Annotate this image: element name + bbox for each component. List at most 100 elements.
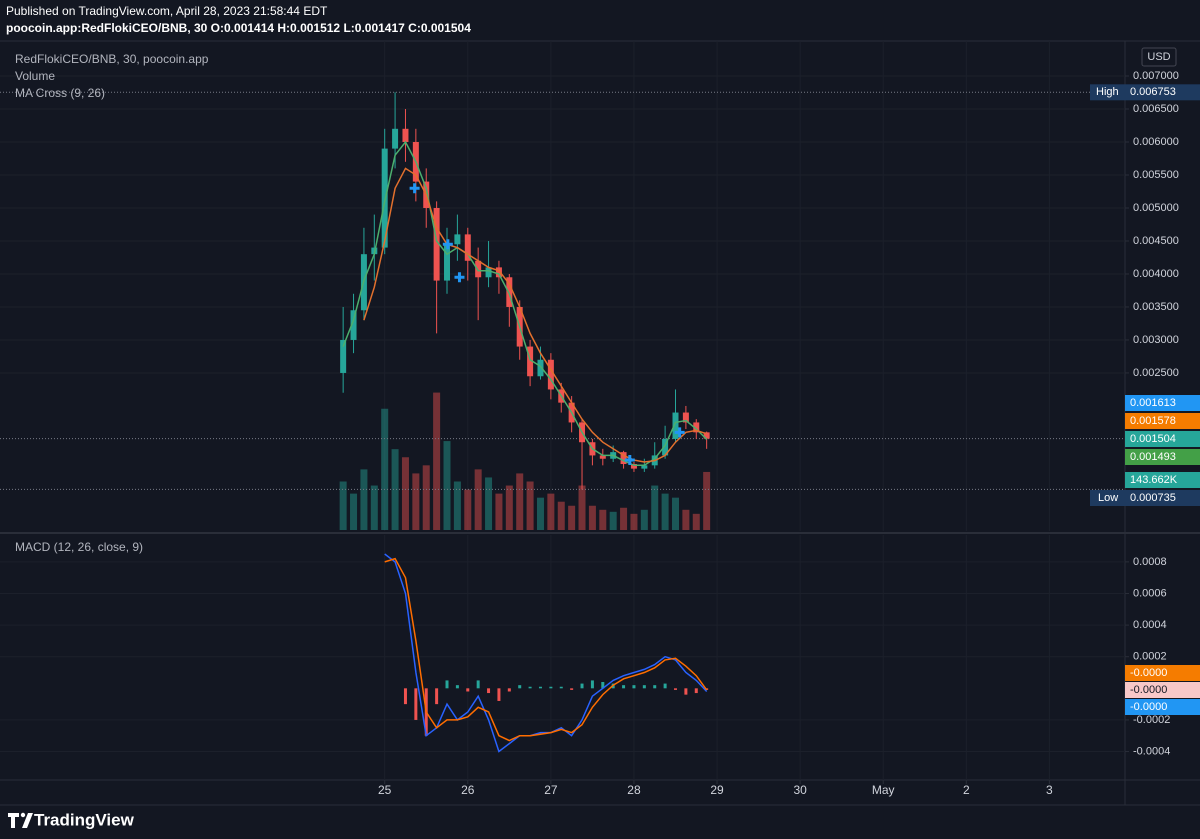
price-badge: 0.001493 xyxy=(1125,449,1200,465)
macd-histogram-bar xyxy=(642,685,646,689)
x-tick-label: 30 xyxy=(793,783,807,797)
candle xyxy=(340,306,347,393)
low-label: Low xyxy=(1098,492,1118,504)
macd-histogram-bar xyxy=(507,688,511,692)
macd-histogram-bar xyxy=(663,683,667,689)
volume-bar xyxy=(339,481,347,530)
candle-body xyxy=(641,465,648,469)
macd-histogram-bar xyxy=(476,680,480,689)
volume-bar xyxy=(412,473,420,530)
y-tick-label: -0.0002 xyxy=(1133,714,1170,726)
candle-body xyxy=(444,244,451,281)
macd-histogram-bar xyxy=(694,688,698,694)
ma-cross-marker xyxy=(409,183,420,194)
volume-bar xyxy=(474,469,482,530)
grid xyxy=(0,41,1125,780)
macd-histogram-bar xyxy=(455,685,459,689)
low-label-box xyxy=(1090,490,1125,506)
volume-bar xyxy=(495,493,503,530)
plot xyxy=(0,91,1125,753)
x-tick-label: 28 xyxy=(627,783,641,797)
high-badge-text: 0.006753 xyxy=(1130,86,1176,98)
low-badge: 0.000735 xyxy=(1125,490,1200,506)
published-note: Published on TradingView.com, April 28, … xyxy=(6,4,328,18)
volume-bar xyxy=(703,471,711,530)
candle-body xyxy=(599,455,606,459)
high-label-box xyxy=(1090,84,1125,101)
candle xyxy=(547,353,554,400)
volume-bar xyxy=(422,465,430,530)
candle-body xyxy=(662,438,669,456)
candle xyxy=(454,214,461,261)
macd-badge: -0.0000 xyxy=(1125,699,1200,715)
candle-body xyxy=(402,128,409,142)
ma-cross-marker xyxy=(442,239,453,250)
low-badge-box xyxy=(1125,490,1200,506)
volume-bar xyxy=(391,449,399,530)
currency: USD xyxy=(1147,51,1170,63)
macd-histogram-bar xyxy=(559,686,563,689)
candle-body xyxy=(672,412,679,439)
y-tick-label: 0.0002 xyxy=(1133,651,1167,663)
candle-body xyxy=(630,464,637,469)
volume-bar xyxy=(609,511,617,530)
candle xyxy=(527,339,534,387)
y-tick-label: 0.004000 xyxy=(1133,268,1179,280)
volume-bar xyxy=(547,493,555,530)
price-badge-text: 0.001493 xyxy=(1130,451,1176,463)
macd-histogram-bar xyxy=(673,688,677,690)
candle xyxy=(495,260,502,294)
candle-body xyxy=(433,207,440,281)
y-tick-label: 0.0004 xyxy=(1133,619,1167,631)
macd-badge-text: -0.0000 xyxy=(1130,684,1167,696)
volume-bar xyxy=(620,507,628,530)
candle xyxy=(402,109,409,162)
macd-histogram-bar xyxy=(414,688,418,720)
logo-dot xyxy=(20,812,26,818)
candle-body xyxy=(537,359,544,377)
macd-histogram-bar xyxy=(528,686,532,689)
low-badge-text: 0.000735 xyxy=(1130,492,1176,504)
candle-body xyxy=(464,234,471,261)
macd-line xyxy=(384,557,708,742)
y-tick-label: 0.006000 xyxy=(1133,136,1179,148)
ma-cross-marker xyxy=(624,455,635,466)
volume-bar xyxy=(630,513,638,530)
macd-badge-box xyxy=(1125,682,1200,698)
macd-histogram-bar xyxy=(403,688,407,705)
x-tick-label: 27 xyxy=(544,783,558,797)
y-tick-label: 0.0008 xyxy=(1133,556,1167,568)
candle-body xyxy=(454,234,461,245)
candle-body xyxy=(620,452,627,465)
high-badge-box xyxy=(1125,84,1200,101)
candle xyxy=(703,431,710,449)
volume-bar xyxy=(557,501,565,530)
volume-bar xyxy=(401,457,409,530)
macd-histogram-bar xyxy=(580,683,584,689)
volume-bar xyxy=(599,509,607,530)
volume-badge-text: 143.662K xyxy=(1130,474,1178,486)
volume-bar xyxy=(651,485,659,530)
volume-bar xyxy=(526,481,534,530)
candle xyxy=(475,247,482,321)
macd-badge: -0.0000 xyxy=(1125,665,1200,681)
volume-bar xyxy=(671,497,679,530)
volume-bar xyxy=(578,485,586,530)
volume-bar xyxy=(692,513,700,530)
volume-bar xyxy=(682,509,690,530)
macd-badge-box xyxy=(1125,699,1200,715)
volume-legend: Volume xyxy=(15,69,55,83)
macd-histogram-bar xyxy=(570,688,574,690)
y-tick-label: 0.006500 xyxy=(1133,103,1179,115)
y-tick-label: 0.002500 xyxy=(1133,367,1179,379)
volume-bar xyxy=(360,469,368,530)
y-tick-label: 0.007000 xyxy=(1133,70,1179,82)
volume-bar xyxy=(453,481,461,530)
candle-body xyxy=(506,277,513,307)
macd-histogram-bar xyxy=(435,688,439,705)
x-tick-label: 3 xyxy=(1046,783,1053,797)
y-tick-label: 0.0006 xyxy=(1133,587,1167,599)
y-tick-label: 0.005500 xyxy=(1133,169,1179,181)
volume-bar xyxy=(433,392,441,530)
candle-body xyxy=(475,260,482,278)
